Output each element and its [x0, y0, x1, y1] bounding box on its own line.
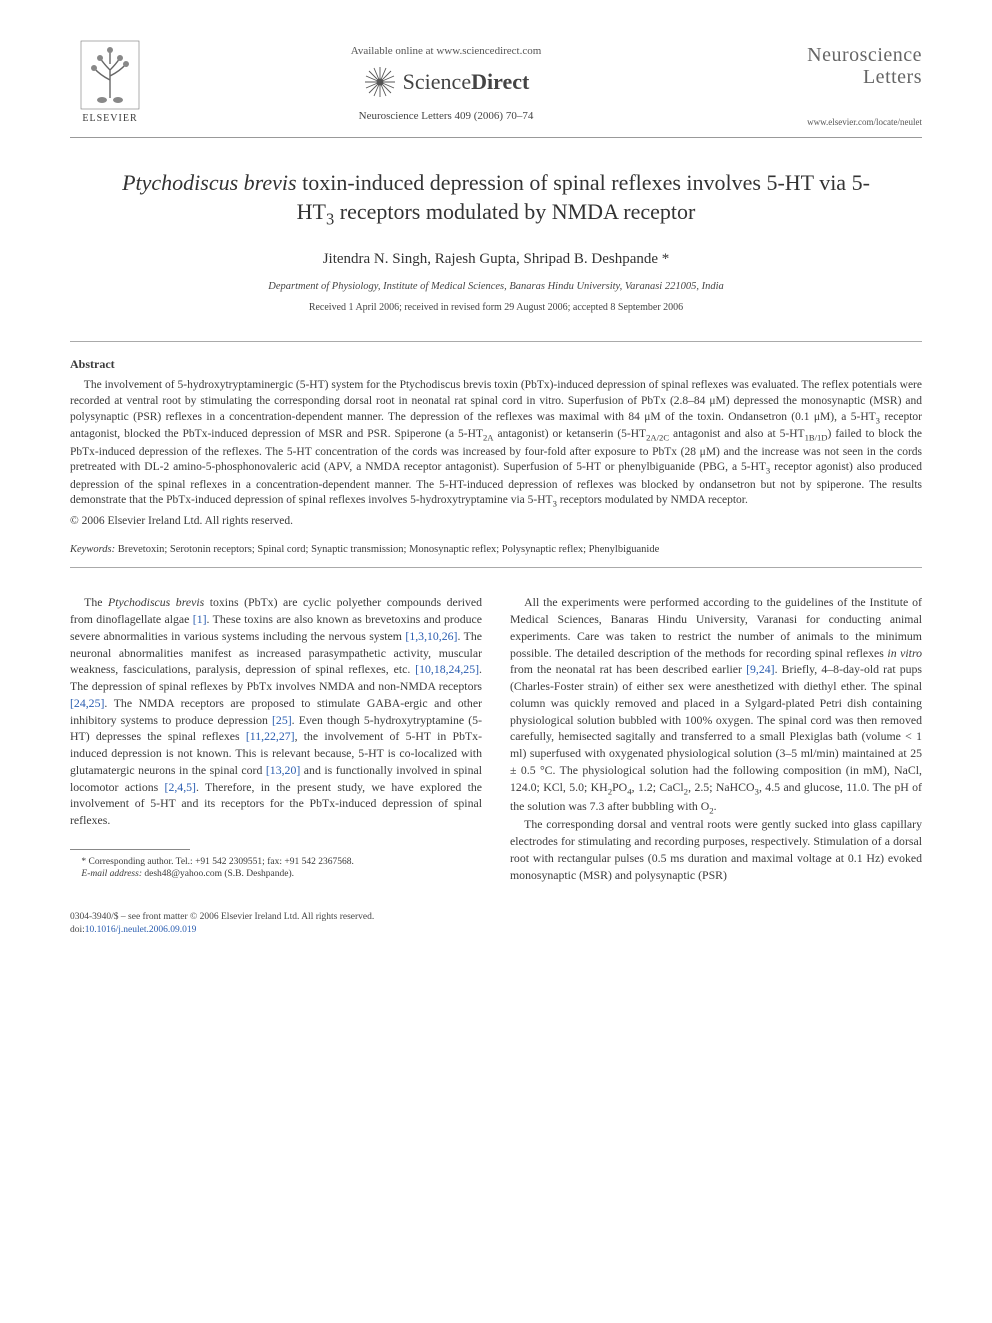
page-footer: 0304-3940/$ – see front matter © 2006 El…: [70, 911, 922, 936]
available-online-text: Available online at www.sciencedirect.co…: [150, 44, 742, 59]
email-address: desh48@yahoo.com (S.B. Deshpande).: [142, 869, 294, 879]
sciencedirect-logo: ScienceDirect: [150, 65, 742, 99]
abstract-copyright: © 2006 Elsevier Ireland Ltd. All rights …: [70, 513, 922, 529]
journal-name-line2: Letters: [863, 66, 922, 88]
journal-url: www.elsevier.com/locate/neulet: [742, 116, 922, 129]
keywords-line: Keywords: Brevetoxin; Serotonin receptor…: [70, 543, 922, 558]
journal-name-line1: Neuroscience: [807, 44, 922, 66]
journal-name: Neuroscience Letters: [742, 44, 922, 88]
article-title: Ptychodiscus brevis toxin-induced depres…: [110, 168, 882, 231]
abstract-body: The involvement of 5-hydroxytryptaminerg…: [70, 378, 922, 510]
right-column: All the experiments were performed accor…: [510, 594, 922, 883]
publisher-logo-block: ELSEVIER: [70, 40, 150, 126]
body-columns: The Ptychodiscus brevis toxins (PbTx) ar…: [70, 594, 922, 883]
elsevier-tree-logo: [80, 40, 140, 110]
doi-line: doi:10.1016/j.neulet.2006.09.019: [70, 924, 922, 936]
sd-direct: Direct: [471, 69, 529, 94]
doi-value: 10.1016/j.neulet.2006.09.019: [85, 925, 197, 935]
abstract-heading: Abstract: [70, 356, 922, 373]
keywords-label: Keywords:: [70, 544, 115, 555]
divider: [70, 341, 922, 342]
divider: [70, 567, 922, 568]
journal-header: ELSEVIER Available online at www.science…: [70, 40, 922, 138]
email-label: E-mail address:: [81, 869, 142, 879]
article-dates: Received 1 April 2006; received in revis…: [70, 301, 922, 315]
journal-title-block: Neuroscience Letters www.elsevier.com/lo…: [742, 40, 922, 129]
affiliation: Department of Physiology, Institute of M…: [70, 280, 922, 295]
sd-sci: Science: [403, 69, 471, 94]
body-paragraph: All the experiments were performed accor…: [510, 594, 922, 816]
sciencedirect-wordmark: ScienceDirect: [403, 67, 530, 98]
body-paragraph: The corresponding dorsal and ventral roo…: [510, 816, 922, 883]
author-list: Jitendra N. Singh, Rajesh Gupta, Shripad…: [70, 249, 922, 270]
footnote-divider: [70, 849, 190, 850]
corresponding-author-footnote: * Corresponding author. Tel.: +91 542 23…: [70, 856, 482, 868]
doi-prefix: doi:: [70, 925, 85, 935]
left-column: The Ptychodiscus brevis toxins (PbTx) ar…: [70, 594, 482, 883]
sciencedirect-flare-icon: [363, 65, 397, 99]
front-matter-line: 0304-3940/$ – see front matter © 2006 El…: [70, 911, 922, 923]
header-center: Available online at www.sciencedirect.co…: [150, 40, 742, 125]
keywords-text: Brevetoxin; Serotonin receptors; Spinal …: [115, 544, 659, 555]
citation-line: Neuroscience Letters 409 (2006) 70–74: [150, 109, 742, 124]
email-footnote: E-mail address: desh48@yahoo.com (S.B. D…: [70, 868, 482, 880]
publisher-name: ELSEVIER: [82, 112, 137, 126]
body-paragraph: The Ptychodiscus brevis toxins (PbTx) ar…: [70, 594, 482, 829]
